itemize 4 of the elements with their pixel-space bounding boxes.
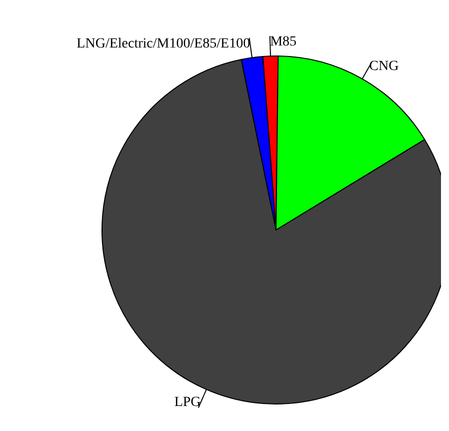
slice-label: LNG/Electric/M100/E85/E100 xyxy=(76,36,250,52)
slice-label: CNG xyxy=(369,59,399,74)
slice-label: M85 xyxy=(270,34,297,50)
slice-label: LPG xyxy=(174,394,201,410)
